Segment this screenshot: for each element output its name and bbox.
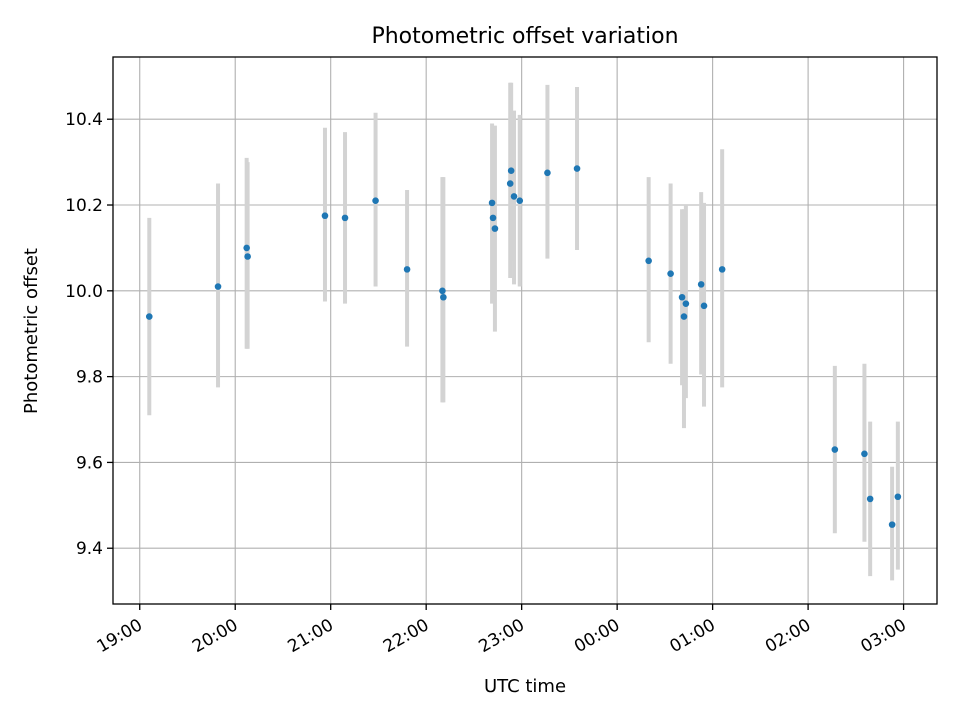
- y-tick-label: 9.8: [76, 368, 103, 388]
- data-point: [888, 521, 896, 528]
- data-point: [697, 281, 705, 288]
- data-point: [439, 287, 446, 295]
- x-tick-label: 20:00: [189, 615, 241, 657]
- data-point: [243, 244, 250, 252]
- data-point: [680, 313, 688, 320]
- data-point: [510, 193, 518, 200]
- grid: [113, 57, 937, 604]
- y-tick-label: 9.4: [76, 539, 103, 559]
- data-point: [145, 313, 153, 320]
- data-point: [506, 180, 514, 187]
- x-tick-label: 01:00: [666, 615, 718, 657]
- data-point: [341, 214, 349, 222]
- data-point: [667, 270, 674, 277]
- axis-ticks: 19:00 20:00 21:00 22:00 23:00 00:00 01:00 02:00…: [65, 110, 910, 657]
- y-axis-label: Photometric offset: [21, 248, 42, 414]
- chart-title: Photometric offset variation: [371, 24, 678, 49]
- y-tick-label: 10.0: [65, 282, 103, 302]
- data-point: [866, 495, 874, 503]
- data-point: [372, 197, 379, 205]
- x-axis-label: UTC time: [484, 676, 566, 697]
- plot-frame: [112, 56, 938, 605]
- y-tick-label: 10.2: [65, 196, 103, 216]
- data-point: [244, 253, 251, 260]
- x-tick-label: 22:00: [380, 615, 432, 657]
- data-point: [573, 165, 581, 172]
- data-point: [831, 446, 839, 453]
- data-point: [544, 169, 551, 177]
- y-tick-label: 10.4: [65, 110, 103, 130]
- error-bars: [147, 82, 900, 581]
- data-point: [861, 450, 868, 458]
- data-point: [507, 167, 515, 174]
- data-point: [718, 266, 726, 273]
- x-tick-label: 19:00: [94, 615, 146, 657]
- data-point: [645, 257, 652, 265]
- data-points: [145, 165, 902, 528]
- data-point: [682, 300, 690, 307]
- data-point: [700, 302, 708, 310]
- data-point: [403, 266, 411, 273]
- data-point: [321, 212, 329, 220]
- x-tick-label: 23:00: [476, 615, 528, 657]
- data-point: [489, 214, 497, 222]
- data-point: [894, 493, 902, 501]
- x-tick-label: 21:00: [285, 615, 337, 657]
- data-point: [678, 293, 686, 301]
- x-tick-label: 02:00: [762, 615, 814, 657]
- data-point: [214, 283, 222, 290]
- x-tick-label: 00:00: [571, 615, 623, 657]
- y-tick-label: 9.6: [76, 453, 103, 473]
- x-tick-label: 03:00: [857, 615, 909, 657]
- data-point: [516, 197, 524, 205]
- data-point: [488, 199, 496, 207]
- data-point: [491, 225, 499, 232]
- data-point: [440, 293, 447, 301]
